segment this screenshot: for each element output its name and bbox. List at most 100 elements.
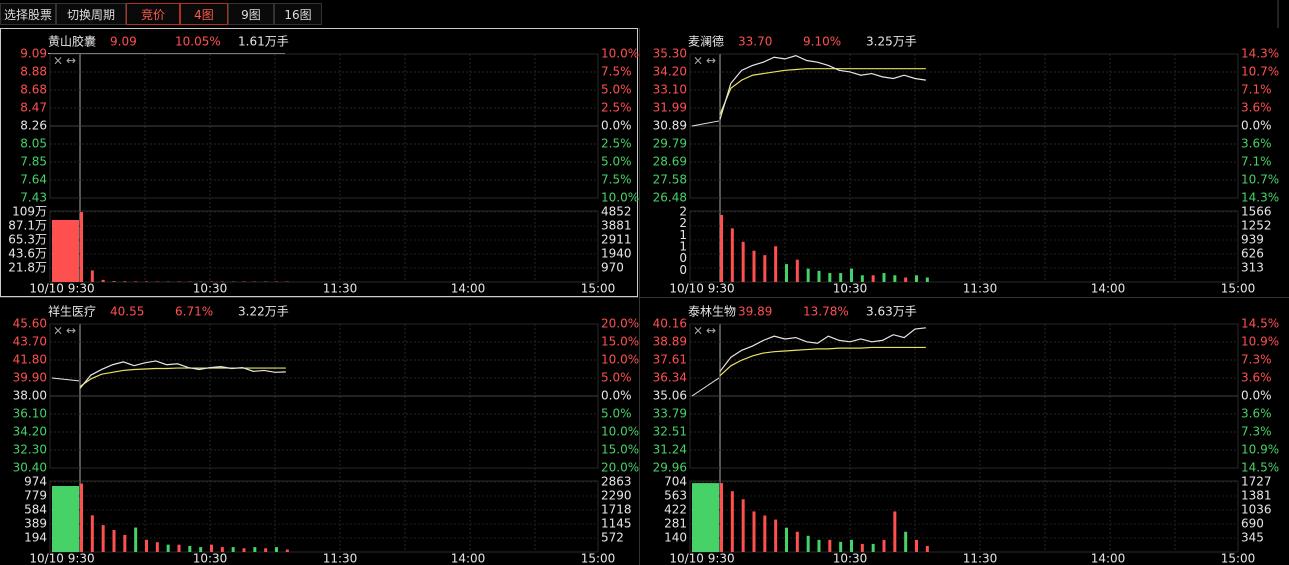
volume-total: 3.22万手 (238, 305, 289, 319)
switch-period-button[interactable]: 切换周期 (56, 3, 126, 25)
time-label: 10/10 9:30 (29, 552, 94, 565)
pct-tick-label: 14.3% (1241, 191, 1279, 205)
volume-bar (893, 511, 897, 552)
price-tick-label: 8.88 (20, 65, 47, 79)
price-tick-label: 31.24 (653, 443, 687, 457)
vol-tick-left: 21.8万 (8, 261, 47, 275)
price-tick-label: 28.69 (653, 155, 687, 169)
volume-frame (49, 210, 599, 283)
pct-tick-label: 7.5% (601, 173, 632, 187)
price-tick-label: 29.96 (653, 461, 687, 475)
volume-bar (752, 511, 756, 552)
price-tick-label: 32.51 (653, 425, 687, 439)
price-line (719, 54, 926, 120)
volume-bar (112, 281, 116, 282)
price-tick-label: 36.34 (653, 371, 687, 385)
price-tick-label: 34.20 (13, 425, 47, 439)
four-chart-button[interactable]: 4图 (180, 3, 228, 25)
volume-bar (741, 499, 745, 552)
plot-frame (689, 323, 1239, 469)
time-label: 10/10 9:30 (669, 552, 734, 565)
vol-tick-left: 422 (664, 503, 687, 517)
pct-tick-label: 15.0% (601, 443, 639, 457)
volume-bar (145, 281, 148, 282)
volume-bar (90, 270, 94, 282)
volume-bar (720, 483, 723, 552)
vol-tick-right: 690 (1241, 517, 1264, 531)
volume-bar (860, 543, 864, 552)
volume-total: 1.61万手 (238, 35, 289, 49)
vol-tick-left: 2 (679, 216, 687, 230)
volume-bar (871, 275, 875, 282)
volume-bar (871, 543, 875, 552)
pct-tick-label: 10.9% (1241, 443, 1279, 457)
volume-bar (264, 548, 268, 552)
price-tick-label: 8.47 (20, 101, 47, 115)
vol-tick-left: 0 (679, 263, 687, 277)
price-tick-label: 36.10 (13, 407, 47, 421)
vol-tick-right: 4852 (601, 205, 632, 219)
vol-tick-left: 704 (664, 475, 687, 489)
change-pct: 10.05% (175, 35, 221, 49)
vol-tick-left: 389 (24, 517, 47, 531)
stock-name: 黄山胶囊 (48, 34, 96, 49)
volume-bar (893, 275, 897, 282)
pct-tick-label: 10.7% (1241, 173, 1279, 187)
volume-bar (828, 539, 832, 552)
time-label: 15:00 (1221, 552, 1256, 565)
last-price: 40.55 (110, 305, 144, 319)
auction-button[interactable]: 竞价 (126, 3, 180, 25)
price-tick-label: 38.89 (653, 335, 687, 349)
volume-bar (730, 491, 734, 552)
volume-total: 3.25万手 (866, 35, 917, 49)
auction-volume (692, 483, 719, 552)
price-tick-label: 33.79 (653, 407, 687, 421)
volume-bar (817, 539, 821, 552)
time-label: 14:00 (1091, 282, 1126, 296)
price-tick-label: 8.68 (20, 83, 47, 97)
vol-tick-left: 974 (24, 475, 47, 489)
volume-bar (177, 544, 181, 552)
vol-tick-right: 1145 (601, 517, 632, 531)
volume-bar (285, 549, 289, 552)
pct-tick-label: 7.1% (1241, 83, 1272, 97)
volume-total: 3.63万手 (866, 305, 917, 319)
pct-tick-label: 0.0% (601, 119, 632, 133)
pct-tick-label: 14.5% (1241, 461, 1279, 475)
auction-volume (52, 219, 79, 282)
pct-tick-label: 10.0% (601, 191, 639, 205)
volume-bar (220, 547, 224, 552)
volume-bar (774, 246, 778, 282)
time-label: 10:30 (833, 282, 868, 296)
volume-bar (80, 212, 83, 282)
price-line (719, 327, 926, 372)
nine-chart-button[interactable]: 9图 (228, 3, 274, 25)
price-tick-label: 38.00 (13, 389, 47, 403)
vol-tick-left: 2 (679, 205, 687, 219)
time-label: 11:30 (323, 282, 358, 296)
vol-tick-left: 779 (24, 489, 47, 503)
volume-bar (904, 277, 908, 282)
pct-tick-label: 14.5% (1241, 317, 1279, 331)
vol-tick-right: 1566 (1241, 205, 1272, 219)
change-pct: 6.71% (175, 305, 213, 319)
pct-tick-label: 15.0% (601, 335, 639, 349)
select-stock-button[interactable]: 选择股票 (0, 3, 56, 25)
vol-tick-right: 2863 (601, 475, 632, 489)
price-tick-label: 32.30 (13, 443, 47, 457)
vol-tick-left: 281 (664, 517, 687, 531)
pct-tick-label: 5.0% (601, 371, 632, 385)
time-label: 14:00 (451, 282, 486, 296)
price-tick-label: 7.85 (20, 155, 47, 169)
time-label: 10:30 (193, 282, 228, 296)
sixteen-chart-button[interactable]: 16图 (274, 3, 322, 25)
vol-tick-right: 2911 (601, 233, 632, 247)
volume-bar (839, 273, 843, 282)
volume-bar (817, 270, 821, 282)
vol-tick-left: 1 (679, 228, 687, 242)
time-label: 14:00 (451, 552, 486, 565)
pct-tick-label: 3.6% (1241, 137, 1272, 151)
volume-bar (210, 544, 213, 552)
